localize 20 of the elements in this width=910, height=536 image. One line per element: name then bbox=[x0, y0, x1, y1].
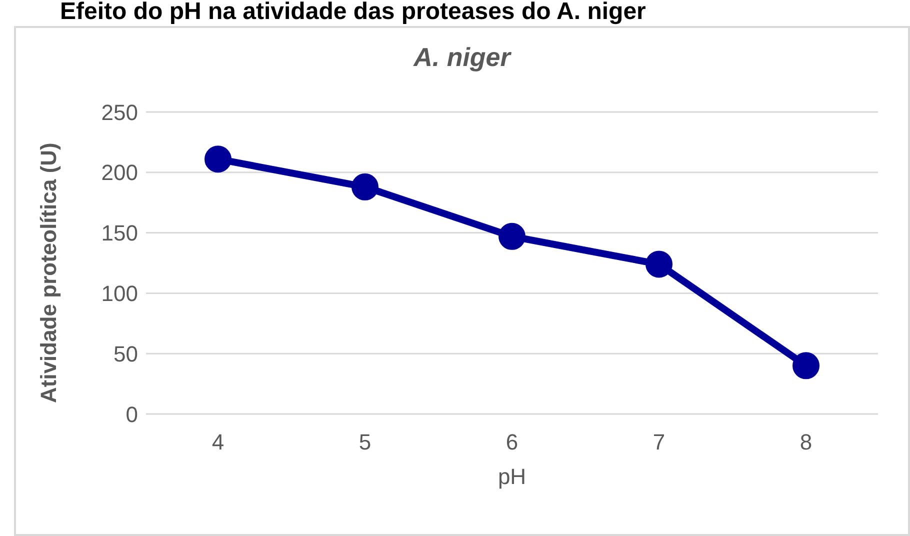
x-tick-label: 7 bbox=[652, 430, 666, 455]
x-tick-label: 4 bbox=[212, 430, 224, 455]
point bbox=[352, 173, 378, 200]
y-tick-label: 250 bbox=[101, 100, 138, 125]
chart-subtitle: A. niger bbox=[412, 42, 512, 73]
y-tick-label: 0 bbox=[126, 402, 138, 427]
chart-title: Efeito do pH na atividade das proteases do A. niger bbox=[59, 0, 647, 25]
y-tick-label: 100 bbox=[101, 281, 138, 306]
point bbox=[646, 250, 672, 278]
y-axis-title: Atividade proteolítica (U) bbox=[36, 142, 61, 403]
x-tick-label: 5 bbox=[358, 430, 372, 455]
y-tick-label: 200 bbox=[101, 160, 138, 186]
x-axis-title: pH bbox=[498, 464, 526, 489]
x-tick-label: 8 bbox=[800, 430, 812, 455]
point bbox=[204, 146, 232, 173]
x-tick-label: 6 bbox=[506, 430, 518, 455]
y-tick-label: 50 bbox=[114, 341, 138, 366]
point bbox=[498, 222, 526, 250]
y-tick-label: 150 bbox=[101, 220, 138, 246]
point bbox=[792, 352, 820, 380]
